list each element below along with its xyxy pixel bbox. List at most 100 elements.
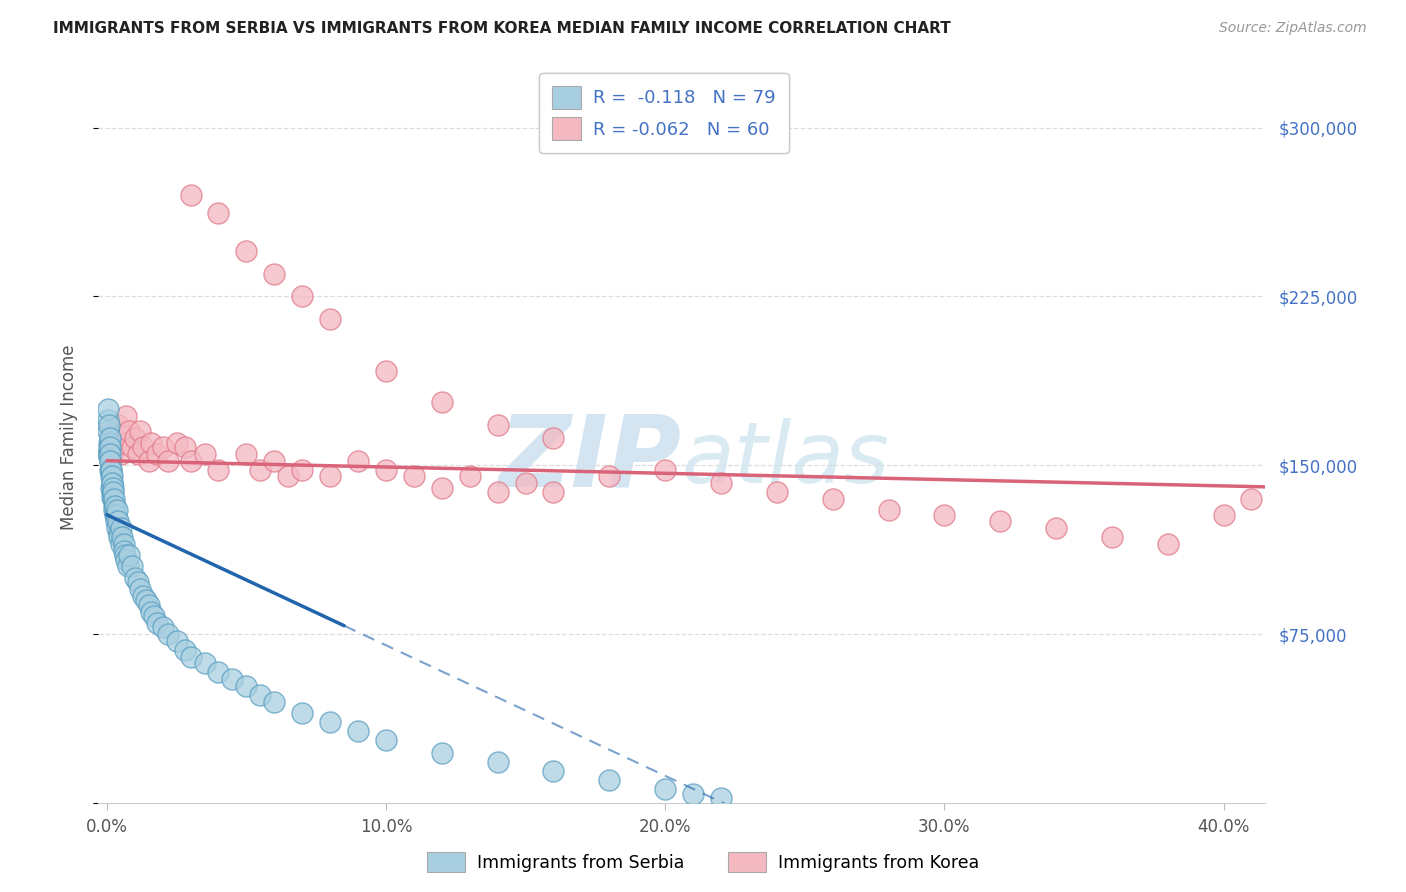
Point [118, 548, 141, 562]
Point [97, 447, 120, 461]
Point [249, 463, 271, 477]
Point [104, 508, 127, 522]
Point [291, 289, 314, 303]
Point [146, 447, 169, 461]
Point [114, 548, 136, 562]
Point [111, 530, 134, 544]
Point [166, 633, 188, 648]
Point [98, 453, 121, 467]
Point [249, 688, 271, 702]
Point [193, 447, 215, 461]
Point [127, 575, 149, 590]
Point [138, 453, 160, 467]
Point [112, 435, 135, 450]
Point [543, 431, 565, 445]
Point [263, 694, 285, 708]
Point [100, 463, 122, 477]
Point [515, 476, 537, 491]
Point [347, 723, 370, 738]
Point [430, 481, 453, 495]
Point [132, 589, 155, 603]
Point [110, 537, 132, 551]
Point [98, 440, 121, 454]
Point [402, 469, 425, 483]
Point [104, 508, 127, 522]
Point [152, 440, 174, 454]
Point [101, 485, 124, 500]
Point [129, 582, 152, 596]
Point [486, 756, 509, 770]
Point [110, 447, 132, 461]
Point [124, 431, 146, 445]
Point [100, 476, 122, 491]
Point [108, 530, 131, 544]
Point [138, 598, 160, 612]
Point [263, 453, 285, 467]
Point [124, 571, 146, 585]
Point [115, 553, 138, 567]
Point [101, 490, 124, 504]
Point [430, 395, 453, 409]
Point [100, 481, 122, 495]
Point [291, 706, 314, 720]
Point [988, 515, 1011, 529]
Point [221, 672, 243, 686]
Point [207, 463, 229, 477]
Point [135, 593, 157, 607]
Point [166, 435, 188, 450]
Point [97, 401, 120, 416]
Text: atlas: atlas [682, 417, 890, 500]
Point [103, 503, 125, 517]
Point [430, 746, 453, 760]
Point [98, 440, 121, 454]
Point [180, 649, 202, 664]
Point [877, 503, 900, 517]
Point [103, 485, 125, 500]
Point [291, 463, 314, 477]
Point [1045, 521, 1067, 535]
Point [235, 679, 257, 693]
Point [193, 657, 215, 671]
Point [103, 499, 125, 513]
Point [598, 469, 620, 483]
Point [347, 453, 370, 467]
Point [710, 791, 733, 805]
Point [101, 481, 124, 495]
Point [104, 431, 127, 445]
Point [934, 508, 956, 522]
Point [98, 435, 121, 450]
Point [1101, 530, 1123, 544]
Point [107, 417, 129, 432]
Point [1157, 537, 1180, 551]
Point [107, 515, 129, 529]
Point [180, 188, 202, 202]
Point [98, 431, 121, 445]
Point [105, 503, 128, 517]
Point [319, 312, 342, 326]
Point [174, 440, 197, 454]
Point [1240, 491, 1263, 506]
Point [97, 417, 120, 432]
Point [129, 425, 152, 439]
Point [207, 206, 229, 220]
Point [654, 782, 676, 797]
Point [146, 615, 169, 630]
Point [180, 453, 202, 467]
Point [235, 447, 257, 461]
Legend: Immigrants from Serbia, Immigrants from Korea: Immigrants from Serbia, Immigrants from … [420, 845, 986, 879]
Point [821, 491, 844, 506]
Point [375, 364, 398, 378]
Point [112, 543, 135, 558]
Point [127, 447, 149, 461]
Point [319, 714, 342, 729]
Point [115, 409, 138, 423]
Point [682, 787, 704, 801]
Point [319, 469, 342, 483]
Point [543, 764, 565, 779]
Point [117, 559, 139, 574]
Point [101, 491, 124, 506]
Point [105, 521, 128, 535]
Point [235, 244, 257, 259]
Point [486, 417, 509, 432]
Point [174, 642, 197, 657]
